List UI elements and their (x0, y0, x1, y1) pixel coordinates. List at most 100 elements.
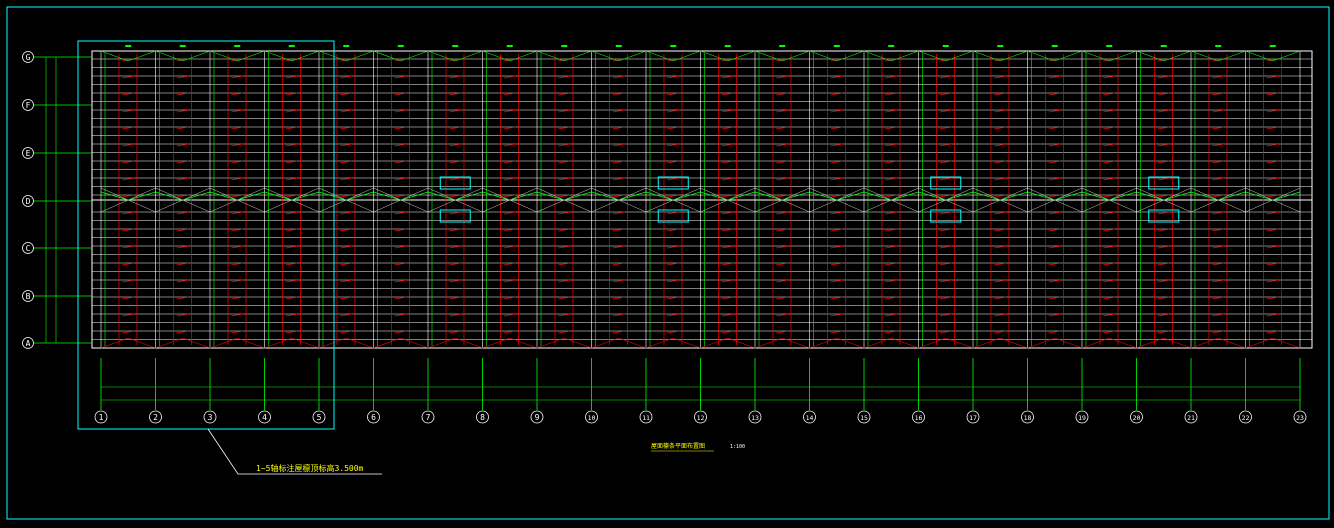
purlin-tick (340, 279, 353, 283)
purlin-tick (885, 296, 898, 300)
row-axis-bubble (22, 147, 34, 159)
purlin-tick (885, 330, 898, 334)
eave-brace (209, 50, 238, 62)
purlin-tick (939, 296, 952, 300)
purlin-tick (667, 126, 680, 130)
purlin-tick (612, 245, 625, 249)
purlin-tick (830, 211, 843, 215)
purlin-tick (1048, 92, 1061, 96)
purlin-tick (231, 92, 244, 96)
purlin-tick (1212, 262, 1225, 266)
column-axis-bubble (639, 410, 653, 424)
purlin-tick (1048, 245, 1061, 249)
opening-marker (657, 176, 689, 190)
top-label-mark (343, 45, 350, 47)
purlin-tick (340, 109, 353, 113)
purlin-tick (1103, 126, 1116, 130)
eave-brace (564, 50, 592, 62)
column-axis-bubble (966, 410, 980, 424)
purlin-tick (885, 92, 898, 96)
purlin-tick (994, 228, 1007, 232)
purlin-tick (122, 109, 135, 113)
top-label-mark (1106, 45, 1113, 47)
purlin-tick (885, 177, 898, 181)
ridge-brace-green (782, 191, 810, 201)
purlin-tick (776, 245, 789, 249)
eave-brace (782, 337, 810, 349)
purlin-tick (1048, 279, 1061, 283)
purlin-tick (394, 211, 407, 215)
eave-brace (482, 50, 510, 62)
column-axis-bubble (258, 410, 271, 424)
eave-brace (264, 337, 292, 349)
column-axis-label: 9 (535, 413, 540, 422)
purlin-tick (449, 262, 462, 266)
purlin-tick (503, 330, 516, 334)
purlin-tick (1103, 194, 1116, 198)
column-axis-bubble (149, 410, 162, 424)
purlin-tick (885, 313, 898, 317)
ridge-brace-green (891, 191, 919, 201)
purlin-tick (885, 126, 898, 130)
purlin-tick (1266, 245, 1279, 249)
eave-brace (536, 337, 565, 349)
purlin-tick (776, 160, 789, 164)
ridge-brace-green (727, 191, 756, 201)
purlin-tick (231, 143, 244, 147)
eave-brace (346, 50, 374, 62)
ridge-brace-green (237, 191, 265, 201)
purlin-tick (776, 177, 789, 181)
purlin-tick (394, 228, 407, 232)
purlin-tick (667, 75, 680, 79)
eave-brace (945, 50, 974, 62)
row-axis-label: C (26, 244, 31, 253)
purlin-tick (176, 313, 189, 317)
ridge-brace-green (1190, 191, 1219, 201)
column-axis-bubble (694, 410, 707, 424)
purlin-tick (1266, 75, 1279, 79)
top-label-mark (670, 45, 677, 47)
purlin-tick (449, 330, 462, 334)
purlin-tick (340, 92, 353, 96)
column-axis-bubble (1239, 410, 1252, 424)
eave-brace (1163, 50, 1192, 62)
column-axis-label: 10 (588, 414, 596, 422)
eave-brace (1054, 50, 1083, 62)
purlin-tick (1157, 143, 1170, 147)
purlin-tick (285, 262, 298, 266)
eave-brace (1081, 50, 1110, 62)
ridge-brace-green (264, 191, 292, 201)
eave-brace (727, 337, 756, 349)
purlin-tick (667, 245, 680, 249)
purlin-tick (830, 245, 843, 249)
purlin-tick (721, 75, 734, 79)
purlin-tick (939, 143, 952, 147)
purlin-tick (176, 262, 189, 266)
purlin-tick (231, 245, 244, 249)
purlin-tick (1103, 109, 1116, 113)
ridge-brace-green (373, 191, 401, 201)
purlin-tick (176, 177, 189, 181)
purlin-tick (122, 126, 135, 130)
purlin-tick (176, 245, 189, 249)
purlin-tick (503, 92, 516, 96)
purlin-tick (176, 330, 189, 334)
purlin-tick (503, 75, 516, 79)
purlin-tick (449, 143, 462, 147)
eave-brace (1136, 50, 1164, 62)
ridge-brace-green (918, 191, 946, 201)
purlin-tick (176, 143, 189, 147)
purlin-tick (122, 194, 135, 198)
top-label-mark (506, 45, 513, 47)
eave-brace (673, 50, 701, 62)
eave-brace (536, 50, 565, 62)
purlin-tick (558, 75, 571, 79)
purlin-tick (122, 245, 135, 249)
purlin-tick (612, 75, 625, 79)
purlin-tick (830, 296, 843, 300)
row-axis-bubble (22, 51, 34, 63)
purlin-tick (1048, 228, 1061, 232)
eave-brace (318, 50, 347, 62)
purlin-tick (340, 245, 353, 249)
